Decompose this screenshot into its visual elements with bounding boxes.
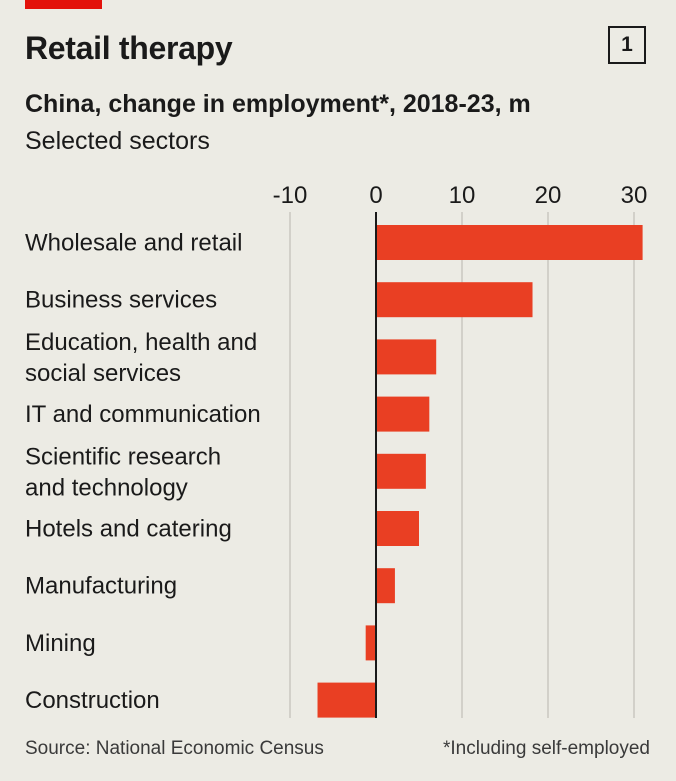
x-tick-label: 30 [621,182,648,209]
source-note: Source: National Economic Census [25,738,324,759]
chart-subtitle: China, change in employment*, 2018-23, m [25,90,531,118]
category-label: Education, health and social services [25,329,257,387]
bar [376,396,430,432]
category-label: Construction [25,687,160,714]
category-label: Manufacturing [25,573,177,600]
category-label: Scientific research and technology [25,443,221,501]
bar [376,339,437,375]
bar [376,282,533,318]
category-label: IT and communication [25,401,261,428]
bar-chart: -10 0 10 20 30 Wholesale and retail Business s… [25,182,648,718]
category-label: Business services [25,287,217,314]
bar [376,453,426,489]
accent-tab [25,0,102,9]
category-label: Mining [25,630,96,657]
chart-subtitle-secondary: Selected sectors [25,127,210,155]
chart-number-badge: 1 [608,26,646,64]
category-label: Wholesale and retail [25,230,242,257]
bar [376,225,643,260]
x-tick-label: 10 [449,182,476,209]
x-tick-label: 0 [369,182,382,209]
x-tick-label: -10 [273,182,308,209]
category-label: Hotels and catering [25,516,232,543]
x-tick-label: 20 [535,182,562,209]
bar [376,511,419,546]
bar [376,568,395,604]
bar [317,682,376,718]
chart-title: Retail therapy [25,30,233,66]
footnote: *Including self-employed [442,738,650,759]
bar [365,625,376,661]
